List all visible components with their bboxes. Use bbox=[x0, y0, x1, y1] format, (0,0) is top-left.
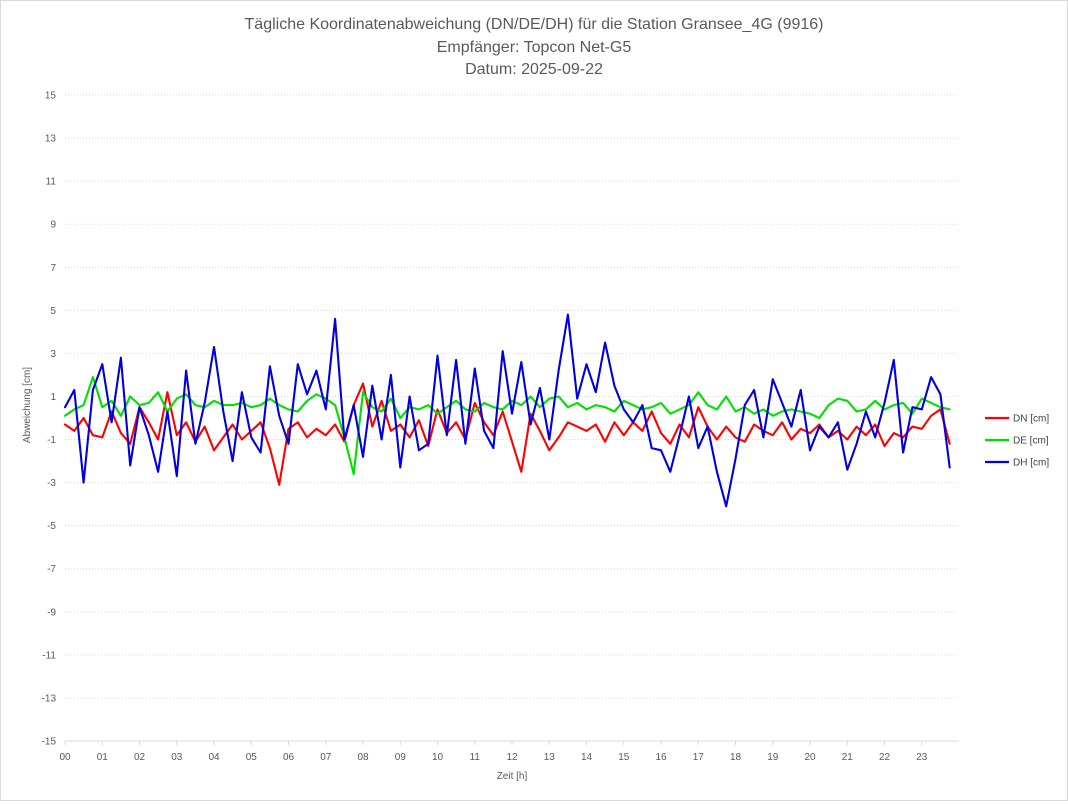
y-tick-label: 7 bbox=[50, 263, 56, 274]
y-tick-label: -9 bbox=[47, 607, 56, 618]
x-tick-label: 19 bbox=[767, 752, 779, 763]
x-tick-label: 14 bbox=[581, 752, 593, 763]
x-tick-label: 02 bbox=[134, 752, 146, 763]
y-axis-title: Abweichung [cm] bbox=[22, 367, 33, 443]
x-tick-label: 23 bbox=[916, 752, 928, 763]
series-line-dh bbox=[63, 313, 951, 508]
y-tick-label: -5 bbox=[47, 521, 56, 532]
chart-title: Tägliche Koordinatenabweichung (DN/DE/DH… bbox=[245, 16, 824, 78]
y-tick-label: -7 bbox=[47, 564, 56, 575]
y-tick-label: 13 bbox=[45, 134, 57, 145]
x-tick-label: 03 bbox=[171, 752, 183, 763]
x-tick-label: 10 bbox=[432, 752, 444, 763]
x-tick-label: 18 bbox=[730, 752, 742, 763]
y-tick-label: 15 bbox=[45, 91, 57, 102]
y-tick-label: 5 bbox=[50, 306, 56, 317]
x-tick-label: 17 bbox=[693, 752, 705, 763]
y-tick-label: 11 bbox=[46, 177, 57, 188]
y-tick-label: -15 bbox=[42, 737, 57, 748]
series-line-dn bbox=[63, 382, 951, 486]
y-axis-ticks: 15 13 11 9 7 5 3 1 -1 -3 -5 -7 -9 -11 -13 -15 bbox=[42, 91, 57, 748]
x-axis-title: Zeit [h] bbox=[497, 771, 528, 782]
x-tick-label: 11 bbox=[470, 752, 481, 763]
x-tick-label: 22 bbox=[879, 752, 891, 763]
x-tick-label: 12 bbox=[506, 752, 518, 763]
x-tick-label: 20 bbox=[804, 752, 816, 763]
x-tick-label: 16 bbox=[655, 752, 667, 763]
x-tick-label: 21 bbox=[842, 752, 854, 763]
x-tick-label: 06 bbox=[283, 752, 295, 763]
y-tick-label: -3 bbox=[47, 478, 56, 489]
y-tick-label: -11 bbox=[42, 650, 56, 661]
x-tick-label: 13 bbox=[544, 752, 556, 763]
y-tick-label: 3 bbox=[50, 349, 56, 360]
x-tick-label: 07 bbox=[320, 752, 332, 763]
y-tick-label: 1 bbox=[50, 392, 56, 403]
legend-label: DN [cm] bbox=[1013, 414, 1049, 425]
y-tick-label: -13 bbox=[42, 693, 57, 704]
chart-title-line-2: Empfänger: Topcon Net-G5 bbox=[437, 39, 632, 56]
series-lines bbox=[63, 313, 951, 508]
gridlines bbox=[65, 94, 959, 699]
chart-title-line-1: Tägliche Koordinatenabweichung (DN/DE/DH… bbox=[245, 16, 824, 33]
x-axis-ticks: 00 01 02 03 04 05 06 07 08 09 10 11 12 13 14 15 16 17 18 19… bbox=[59, 741, 928, 763]
legend-label: DE [cm] bbox=[1013, 436, 1049, 447]
x-tick-label: 15 bbox=[618, 752, 630, 763]
x-tick-label: 04 bbox=[208, 752, 220, 763]
series-line-de bbox=[63, 376, 951, 476]
x-tick-label: 09 bbox=[395, 752, 407, 763]
x-tick-label: 05 bbox=[246, 752, 258, 763]
chart-title-line-3: Datum: 2025-09-22 bbox=[465, 61, 603, 78]
legend-label: DH [cm] bbox=[1013, 458, 1049, 469]
y-tick-label: -1 bbox=[47, 435, 56, 446]
x-tick-label: 00 bbox=[59, 752, 71, 763]
x-tick-label: 01 bbox=[97, 752, 109, 763]
legend: DN [cm] DE [cm] DH [cm] bbox=[985, 414, 1049, 469]
x-tick-label: 08 bbox=[357, 752, 369, 763]
y-tick-label: 9 bbox=[50, 220, 56, 231]
